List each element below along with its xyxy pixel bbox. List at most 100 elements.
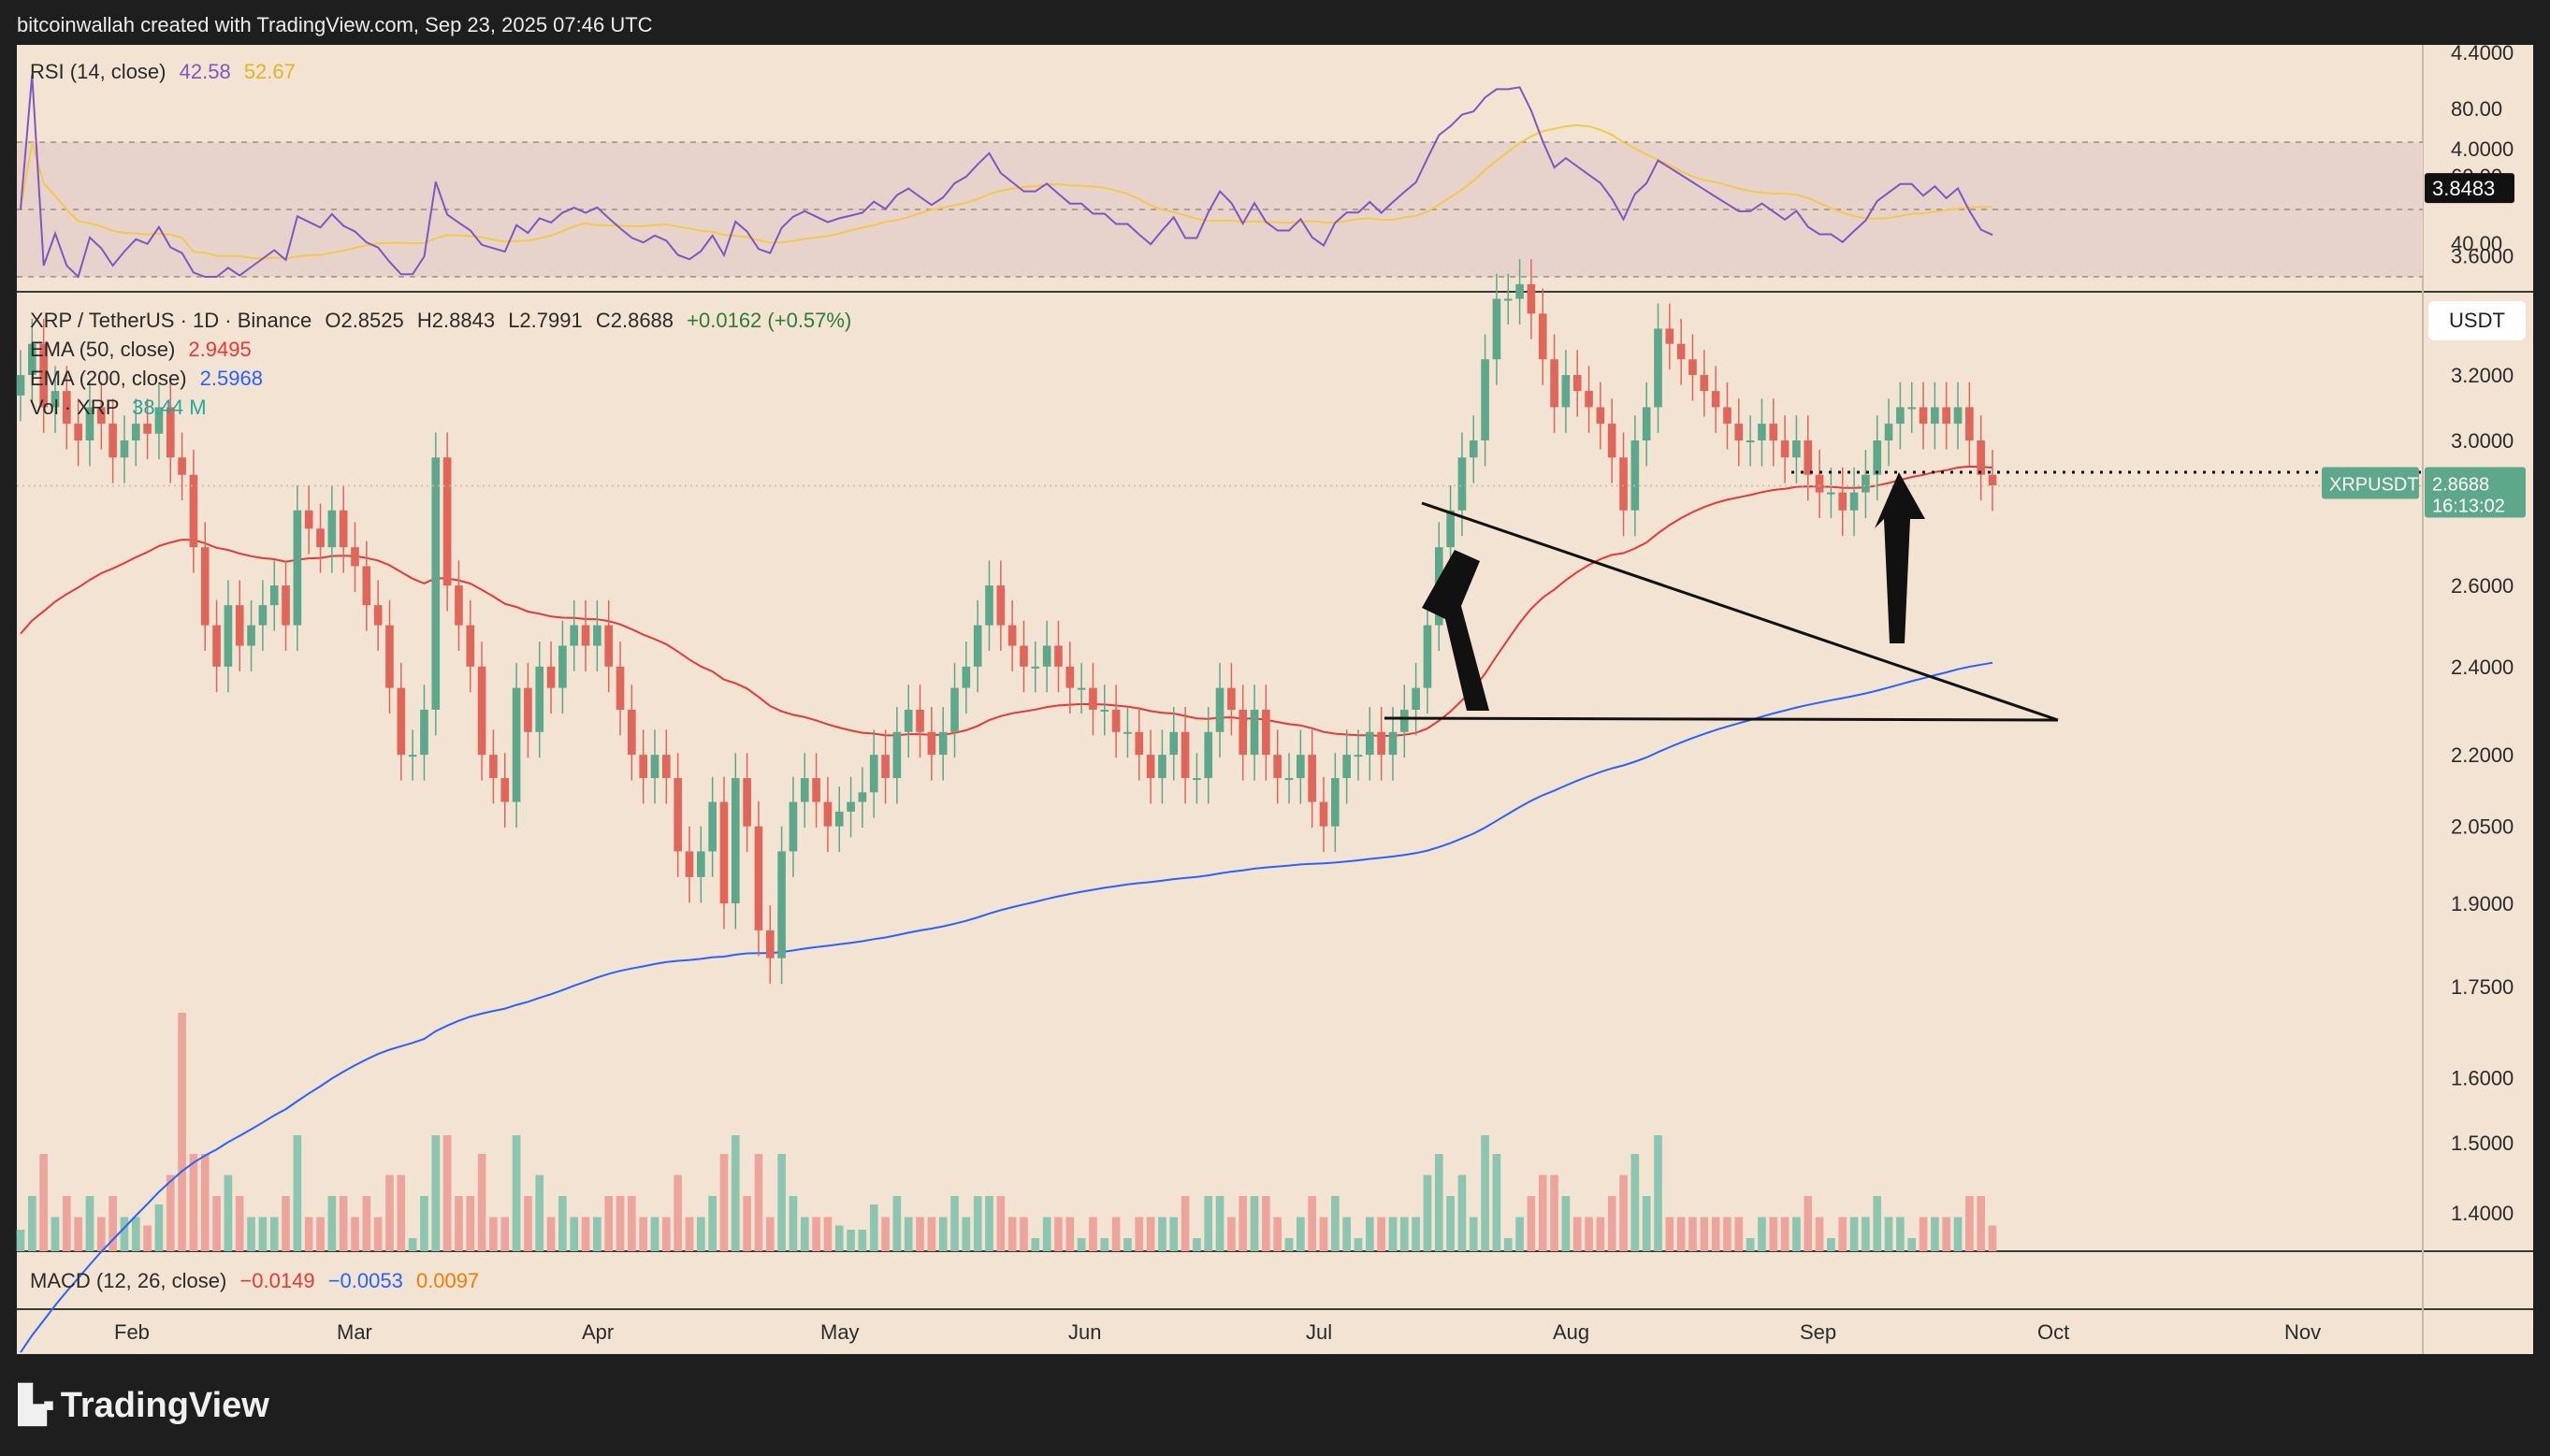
- volume-bar: [604, 1196, 614, 1251]
- candle-body: [1204, 731, 1213, 779]
- candle-body: [74, 424, 82, 440]
- candle-body: [1111, 709, 1121, 732]
- volume-bar: [1977, 1196, 1985, 1251]
- volume-bar: [1457, 1175, 1467, 1251]
- time-axis-label: Jun: [1068, 1320, 1101, 1344]
- candle-body: [1804, 440, 1813, 475]
- time-axis-label: Sep: [1800, 1320, 1836, 1344]
- volume-bar: [1815, 1217, 1824, 1251]
- volume-bar: [985, 1196, 993, 1251]
- candle-body: [1792, 440, 1801, 458]
- volume-bar: [1665, 1217, 1674, 1251]
- volume-bar: [512, 1135, 521, 1251]
- volume-bar: [834, 1225, 844, 1251]
- volume-bar: [1758, 1217, 1766, 1251]
- candle-body: [789, 801, 798, 852]
- time-axis-label: Jul: [1306, 1320, 1332, 1344]
- candle-body: [1676, 343, 1686, 360]
- volume-bar: [743, 1196, 751, 1251]
- ema200-legend: EMA (200, close) 2.5968: [30, 367, 263, 391]
- candle-body: [892, 731, 902, 779]
- candle-body: [1838, 492, 1847, 511]
- symbol-legend: XRP / TetherUS · 1D · Binance O2.8525 H2…: [30, 309, 851, 333]
- time-axis-label: May: [820, 1320, 860, 1344]
- candle-body: [235, 605, 244, 646]
- volume-bar: [535, 1175, 544, 1251]
- candle-body: [1607, 424, 1616, 458]
- volume-bar: [892, 1196, 902, 1251]
- candle-body: [535, 666, 544, 732]
- candle-body: [96, 407, 106, 425]
- volume-bar: [1331, 1196, 1340, 1251]
- candle-body: [1953, 407, 1963, 425]
- volume-bar: [212, 1196, 221, 1251]
- candle-body: [1919, 407, 1928, 425]
- volume-bar: [1007, 1217, 1017, 1251]
- candle-body: [1366, 731, 1374, 756]
- volume-bar: [1873, 1196, 1882, 1251]
- volume-bar: [650, 1217, 659, 1251]
- volume-bar: [1089, 1217, 1097, 1251]
- candle-body: [916, 709, 924, 732]
- volume-bar: [1630, 1154, 1640, 1251]
- top-bar: bitcoinwallah created with TradingView.c…: [0, 0, 2550, 45]
- ema50-line: [20, 465, 1993, 738]
- candle-body: [1758, 424, 1766, 440]
- volume-bar: [1827, 1238, 1835, 1251]
- candle-body: [62, 391, 71, 425]
- currency-button[interactable]: USDT: [2428, 301, 2526, 340]
- macd-hist-value: 0.0097: [415, 1269, 480, 1292]
- volume-bar: [316, 1217, 325, 1251]
- tradingview-mark-icon: ▙▪: [19, 1386, 55, 1425]
- triangle-support-line: [1384, 716, 2059, 722]
- candle-body: [1746, 440, 1755, 442]
- candle-body: [996, 585, 1006, 626]
- candle-body: [950, 687, 959, 732]
- rsi-line: [20, 74, 1993, 279]
- volume-bar: [927, 1217, 936, 1251]
- volume-bar: [28, 1196, 36, 1251]
- macd-legend: MACD (12, 26, close) −0.0149 −0.0053 0.0…: [30, 1269, 479, 1293]
- price-tick-label: 2.6000: [2451, 574, 2514, 598]
- candle-body: [546, 666, 556, 688]
- candle-body: [1942, 407, 1951, 425]
- macd-label: MACD (12, 26, close): [30, 1269, 227, 1292]
- candle-body: [1169, 731, 1179, 756]
- volume-bar: [1215, 1196, 1224, 1251]
- candle-body: [1100, 709, 1109, 712]
- candle-body: [743, 778, 751, 827]
- candle-body: [1135, 731, 1144, 756]
- volume-bar: [154, 1204, 164, 1251]
- volume-bar: [166, 1175, 175, 1251]
- price-tick-label: 3.0000: [2451, 429, 2514, 453]
- volume-bar: [282, 1196, 290, 1251]
- candle-body: [674, 778, 682, 852]
- candle-body: [1977, 440, 1985, 475]
- volume-bar: [1399, 1217, 1409, 1251]
- volume-bar: [1642, 1196, 1651, 1251]
- price-tick-label: 1.9000: [2451, 892, 2514, 915]
- ema50-label: EMA (50, close): [30, 338, 176, 361]
- volume-bar: [1273, 1217, 1282, 1251]
- volume-bar: [1965, 1196, 1974, 1251]
- rsi-legend: RSI (14, close) 42.58 52.67: [30, 60, 296, 84]
- volume-bar: [1561, 1196, 1571, 1251]
- candle-body: [1054, 645, 1063, 667]
- volume-bar: [1262, 1196, 1270, 1251]
- volume-bar: [847, 1230, 855, 1251]
- volume-bar: [143, 1225, 152, 1251]
- candle-body: [351, 547, 359, 567]
- volume-bar: [16, 1230, 25, 1251]
- volume-bar: [1423, 1175, 1432, 1251]
- volume-bar: [1377, 1217, 1385, 1251]
- candle-body: [512, 687, 521, 802]
- volume-bar: [1676, 1217, 1686, 1251]
- candle-body: [1158, 755, 1166, 779]
- volume-bar: [1503, 1238, 1513, 1251]
- volume-bar: [1146, 1217, 1155, 1251]
- bottom-bar: [0, 1354, 2550, 1456]
- volume-bar: [1538, 1175, 1547, 1251]
- volume-bar: [1953, 1217, 1963, 1251]
- candle-body: [1262, 709, 1270, 756]
